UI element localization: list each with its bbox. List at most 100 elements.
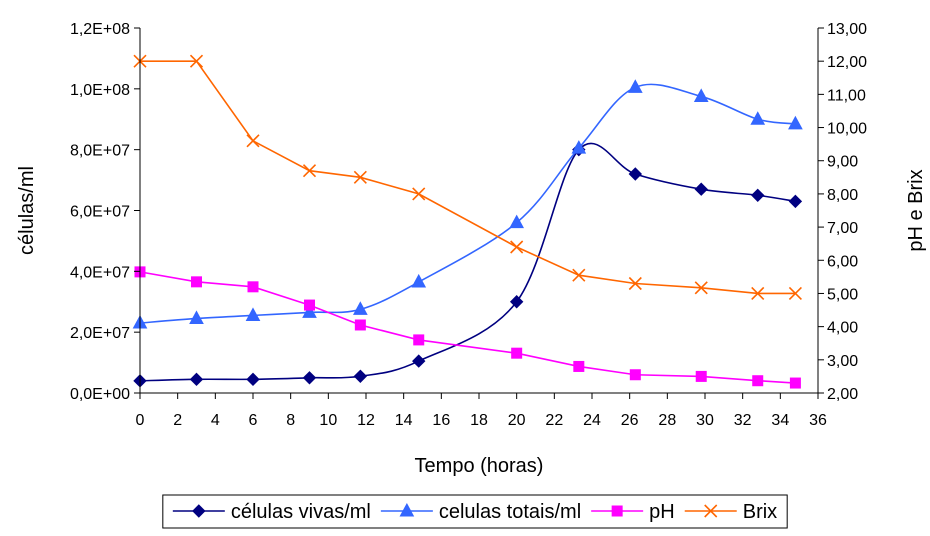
- y2-tick-label: 4,00: [827, 320, 858, 337]
- x-tick-label: 26: [621, 412, 639, 429]
- y2-tick-label: 6,00: [827, 253, 858, 270]
- x-tick-label: 8: [286, 412, 295, 429]
- y-axis-title: células/ml: [16, 166, 38, 255]
- data-point-celulas-totais-ml: [302, 304, 317, 318]
- y2-tick-label: 8,00: [827, 187, 858, 204]
- x-tick-label: 2: [173, 412, 182, 429]
- axes-layer: 0 2 4 6 8 10 12 14 16 18 20 22 24 26 28 30 32 34 360,0E+00…: [70, 21, 867, 429]
- x-tick-label: 28: [658, 412, 676, 429]
- x-tick-label: 6: [249, 412, 258, 429]
- series-ph: [134, 266, 801, 389]
- data-point-ph: [695, 370, 707, 382]
- series-layer: [132, 54, 803, 389]
- y2-tick-label: 7,00: [827, 220, 858, 237]
- series-line-brix: [140, 60, 796, 295]
- legend-marker-ph: [611, 505, 623, 517]
- data-point-brix: [353, 170, 367, 184]
- y-tick-label: 6,0E+07: [70, 204, 130, 221]
- data-point-celulas-totais-ml: [411, 273, 427, 288]
- y2-tick-label: 12,00: [827, 54, 867, 71]
- data-point-ph: [752, 375, 764, 387]
- data-point-celulas-totais-ml: [509, 214, 525, 229]
- data-point-celulas-vivas-ml: [246, 372, 260, 387]
- x-tick-label: 32: [734, 412, 752, 429]
- y2-tick-label: 5,00: [827, 286, 858, 303]
- x-tick-label: 0: [136, 412, 145, 429]
- data-point-ph: [304, 299, 315, 311]
- data-point-brix: [628, 276, 642, 291]
- data-point-celulas-totais-ml: [245, 307, 261, 321]
- legend-box: [162, 494, 788, 529]
- data-point-ph: [354, 319, 366, 331]
- x-tick-label: 10: [319, 412, 337, 429]
- y2-tick-label: 2,00: [827, 386, 858, 403]
- data-point-ph: [573, 360, 585, 372]
- data-point-brix: [751, 286, 765, 301]
- data-point-brix: [246, 134, 260, 148]
- y-tick-label: 1,0E+08: [70, 82, 130, 99]
- series-line-celulas-vivas-ml: [139, 142, 796, 382]
- y-tick-label: 8,0E+07: [70, 143, 130, 160]
- data-point-celulas-vivas-ml: [628, 167, 643, 181]
- data-point-celulas-totais-ml: [750, 111, 766, 125]
- data-point-brix: [694, 281, 708, 295]
- data-point-ph: [191, 276, 202, 288]
- series-celulas-totais-ml: [132, 79, 803, 329]
- y2-tick-label: 10,00: [827, 121, 867, 138]
- data-point-brix: [510, 240, 524, 254]
- legend-marker-brix: [704, 504, 718, 518]
- y-tick-label: 4,0E+07: [70, 264, 130, 281]
- y-tick-label: 1,2E+08: [70, 21, 130, 38]
- series-line-ph: [139, 271, 796, 384]
- x-tick-label: 20: [508, 412, 526, 429]
- legend-marker-celulas-vivas-ml: [192, 504, 206, 518]
- data-point-celulas-vivas-ml: [509, 295, 524, 309]
- data-point-celulas-vivas-ml: [694, 182, 708, 196]
- legend-label-brix: Brix: [743, 501, 777, 523]
- y-tick-label: 0,0E+00: [70, 386, 130, 403]
- x-tick-label: 30: [696, 412, 714, 429]
- y2-tick-label: 13,00: [827, 21, 867, 38]
- data-point-brix: [412, 187, 426, 201]
- legend-label-celulas-totais-ml: celulas totais/ml: [439, 501, 581, 523]
- data-point-ph: [413, 334, 425, 346]
- data-point-celulas-vivas-ml: [412, 354, 426, 368]
- data-point-celulas-totais-ml: [571, 140, 587, 154]
- legend-marker-celulas-totais-ml: [399, 502, 415, 517]
- x-tick-label: 4: [211, 412, 220, 429]
- data-point-ph: [511, 347, 523, 359]
- legend-label-celulas-vivas-ml: células vivas/ml: [231, 501, 371, 523]
- y-tick-label: 2,0E+07: [70, 325, 130, 342]
- series-celulas-vivas-ml: [133, 142, 803, 388]
- x-tick-label: 16: [432, 412, 450, 429]
- x-tick-label: 14: [395, 412, 413, 429]
- legend-label-ph: pH: [649, 501, 675, 523]
- data-point-ph: [247, 281, 259, 293]
- data-point-celulas-vivas-ml: [353, 369, 368, 383]
- x-tick-label: 22: [545, 412, 563, 429]
- y2-tick-label: 11,00: [827, 87, 866, 104]
- x-tick-label: 34: [771, 412, 789, 429]
- y2-tick-label: 9,00: [827, 154, 858, 171]
- data-point-brix: [302, 164, 317, 178]
- data-point-celulas-totais-ml: [189, 310, 204, 324]
- data-point-celulas-vivas-ml: [302, 371, 317, 385]
- x-axis-title: Tempo (horas): [415, 455, 544, 477]
- series-brix: [133, 54, 802, 301]
- data-point-celulas-vivas-ml: [751, 188, 765, 202]
- x-tick-label: 12: [357, 412, 375, 429]
- y2-axis-title: pH e Brix: [905, 169, 927, 251]
- data-point-celulas-totais-ml: [353, 301, 368, 315]
- x-tick-label: 18: [470, 412, 488, 429]
- data-point-brix: [189, 54, 204, 68]
- data-point-celulas-totais-ml: [788, 115, 803, 130]
- x-tick-label: 36: [809, 412, 827, 429]
- data-point-ph: [789, 377, 801, 389]
- data-point-brix: [572, 268, 586, 282]
- data-point-celulas-totais-ml: [693, 88, 709, 102]
- legend: células vivas/ml celulas totais/ml pH Brix: [162, 494, 788, 529]
- x-tick-label: 24: [583, 412, 601, 429]
- data-point-celulas-vivas-ml: [189, 372, 204, 387]
- y2-tick-label: 3,00: [827, 353, 858, 370]
